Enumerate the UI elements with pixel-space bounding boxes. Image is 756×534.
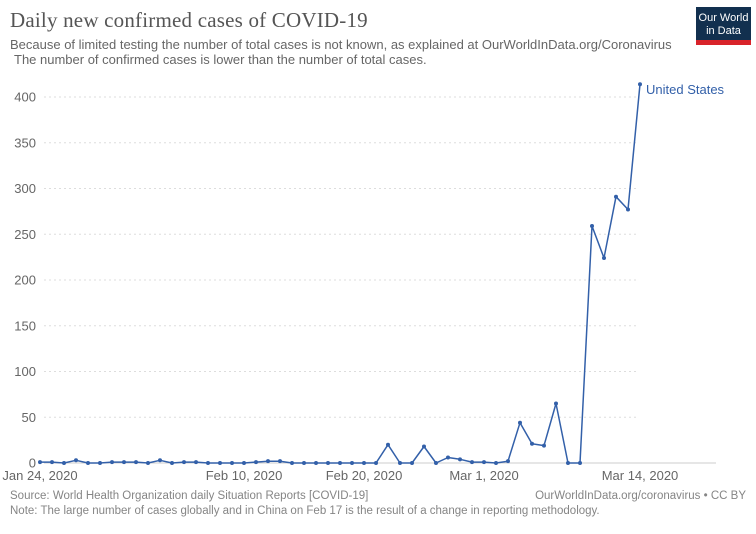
- subtitle-line-2: The number of confirmed cases is lower t…: [14, 52, 427, 67]
- data-point[interactable]: [86, 461, 90, 465]
- data-point[interactable]: [302, 461, 306, 465]
- data-point[interactable]: [482, 460, 486, 465]
- owid-logo-text-line1: Our World: [698, 12, 749, 24]
- data-point[interactable]: [146, 461, 150, 465]
- data-point[interactable]: [458, 457, 462, 462]
- data-point[interactable]: [242, 461, 246, 465]
- subtitle-line-1: Because of limited testing the number of…: [10, 37, 672, 52]
- note-text: Note: The large number of cases globally…: [10, 505, 600, 517]
- x-axis-tick-label: Feb 10, 2020: [206, 468, 283, 483]
- data-point[interactable]: [266, 459, 270, 464]
- data-point[interactable]: [398, 461, 402, 465]
- data-point[interactable]: [542, 443, 546, 448]
- page-title: Daily new confirmed cases of COVID-19: [10, 8, 368, 32]
- data-point[interactable]: [338, 461, 342, 465]
- owid-logo[interactable]: Our World in Data: [696, 7, 751, 45]
- data-point[interactable]: [446, 455, 450, 460]
- data-point[interactable]: [290, 461, 294, 465]
- y-axis-tick-label: 250: [14, 227, 36, 242]
- data-point[interactable]: [386, 442, 390, 447]
- data-point[interactable]: [134, 460, 138, 465]
- chart-canvas[interactable]: 0 50 100 150 200 250 300 350 400 Jan 24, 2020 Feb …: [0, 76, 756, 488]
- data-point[interactable]: [494, 461, 498, 465]
- data-point[interactable]: [626, 207, 630, 212]
- data-point[interactable]: [350, 461, 354, 465]
- data-point[interactable]: [182, 460, 186, 465]
- data-point[interactable]: [206, 461, 210, 465]
- data-point[interactable]: [422, 444, 426, 449]
- data-point[interactable]: [614, 194, 618, 199]
- data-point[interactable]: [410, 461, 414, 465]
- data-point[interactable]: [254, 460, 258, 465]
- data-point[interactable]: [602, 256, 606, 261]
- data-point[interactable]: [326, 461, 330, 465]
- data-point[interactable]: [170, 461, 174, 465]
- data-point[interactable]: [194, 460, 198, 465]
- data-point[interactable]: [122, 460, 126, 465]
- data-point[interactable]: [470, 460, 474, 465]
- x-axis-tick-label: Mar 1, 2020: [449, 468, 518, 483]
- data-point[interactable]: [38, 460, 42, 465]
- x-axis-tick-label: Mar 14, 2020: [602, 468, 679, 483]
- owid-logo-text-line2: in Data: [706, 25, 741, 37]
- x-axis-tick-label: Jan 24, 2020: [2, 468, 77, 483]
- source-text: Source: World Health Organization daily …: [10, 490, 369, 502]
- data-point[interactable]: [590, 224, 594, 229]
- data-point[interactable]: [530, 441, 534, 446]
- y-axis-tick-label: 200: [14, 273, 36, 288]
- data-point[interactable]: [62, 461, 66, 465]
- data-point[interactable]: [434, 461, 438, 465]
- x-axis-tick-label: Feb 20, 2020: [326, 468, 403, 483]
- data-point[interactable]: [110, 460, 114, 465]
- data-point[interactable]: [218, 461, 222, 465]
- data-point[interactable]: [374, 461, 378, 465]
- data-point[interactable]: [230, 461, 234, 465]
- chart-subtitle: Because of limited testing the number of…: [10, 37, 672, 67]
- y-axis-tick-label: 400: [14, 90, 36, 105]
- data-point[interactable]: [566, 461, 570, 465]
- data-point[interactable]: [74, 458, 78, 463]
- data-point[interactable]: [278, 459, 282, 464]
- data-point[interactable]: [578, 461, 582, 465]
- y-axis-tick-label: 350: [14, 135, 36, 150]
- y-axis-tick-label: 0: [29, 456, 36, 471]
- data-point[interactable]: [554, 401, 558, 406]
- data-point[interactable]: [638, 82, 642, 87]
- y-axis-tick-label: 100: [14, 364, 36, 379]
- y-axis-tick-label: 50: [22, 410, 36, 425]
- data-point[interactable]: [50, 460, 54, 465]
- data-point[interactable]: [362, 461, 366, 465]
- series-end-label: United States: [646, 82, 725, 97]
- series-line[interactable]: [40, 84, 641, 464]
- data-point[interactable]: [98, 461, 102, 465]
- data-point[interactable]: [314, 461, 318, 465]
- data-point[interactable]: [518, 420, 522, 425]
- y-axis-tick-label: 150: [14, 318, 36, 333]
- y-axis-tick-label: 300: [14, 181, 36, 196]
- data-point[interactable]: [506, 459, 510, 464]
- credit-link[interactable]: OurWorldInData.org/coronavirus • CC BY: [535, 490, 746, 502]
- data-point[interactable]: [158, 458, 162, 463]
